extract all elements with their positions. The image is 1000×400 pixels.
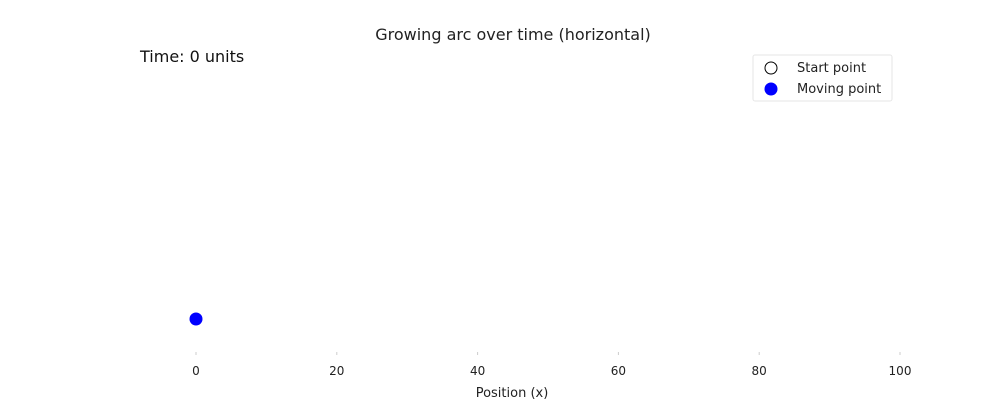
- data-points: [189, 312, 203, 326]
- x-axis-label: Position (x): [476, 386, 549, 400]
- legend-moving-label: Moving point: [797, 82, 881, 97]
- x-tick-label: 100: [889, 364, 912, 378]
- chart-title: Growing arc over time (horizontal): [375, 25, 651, 44]
- legend-start-marker: [764, 61, 778, 75]
- legend-start-label: Start point: [797, 61, 866, 76]
- x-tick-label: 80: [752, 364, 767, 378]
- legend-moving-marker: [764, 82, 778, 96]
- x-tick-label: 60: [611, 364, 626, 378]
- moving-point-marker: [189, 312, 203, 326]
- legend-frame: [752, 54, 893, 102]
- x-tick-label: 40: [470, 364, 485, 378]
- x-tick-label: 0: [192, 364, 200, 378]
- x-tick-label: 20: [329, 364, 344, 378]
- legend: Start point Moving point: [752, 54, 893, 102]
- time-readout: Time: 0 units: [139, 47, 244, 66]
- x-axis-ticks: 0 20 40 60 80 100: [192, 352, 911, 378]
